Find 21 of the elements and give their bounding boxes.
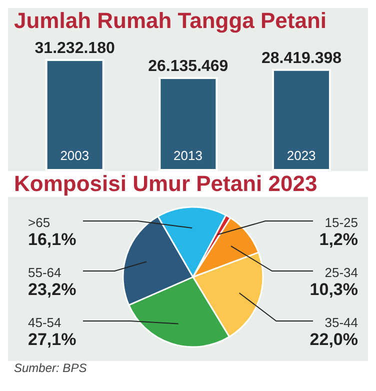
slice-label: 35-44: [324, 315, 358, 330]
data-label: 16,1%: [28, 230, 76, 249]
chart-title: Komposisi Umur Petani 2023: [8, 171, 368, 197]
slice-label: 55-64: [28, 265, 62, 280]
data-label: 10,3%: [310, 280, 358, 299]
slice-label: >65: [28, 215, 50, 230]
data-label: 28.419.398: [261, 50, 342, 67]
data-label: 22,0%: [310, 330, 358, 349]
chart-title: Jumlah Rumah Tangga Petani: [14, 8, 328, 34]
data-label: 26.135.469: [148, 58, 228, 75]
slice-label: 25-34: [324, 265, 358, 280]
data-label: 23,2%: [28, 280, 76, 299]
x-tick-label: 2023: [286, 148, 316, 163]
slice-label: 15-25: [324, 215, 358, 230]
slice-label: 45-54: [28, 315, 62, 330]
data-label: 27,1%: [28, 330, 76, 349]
text: Sumber: BPS: [8, 361, 368, 377]
data-label: 31.232.180: [34, 40, 115, 57]
x-tick-label: 2013: [174, 148, 202, 163]
x-tick-label: 2003: [60, 148, 90, 163]
data-label: 1,2%: [319, 230, 358, 249]
